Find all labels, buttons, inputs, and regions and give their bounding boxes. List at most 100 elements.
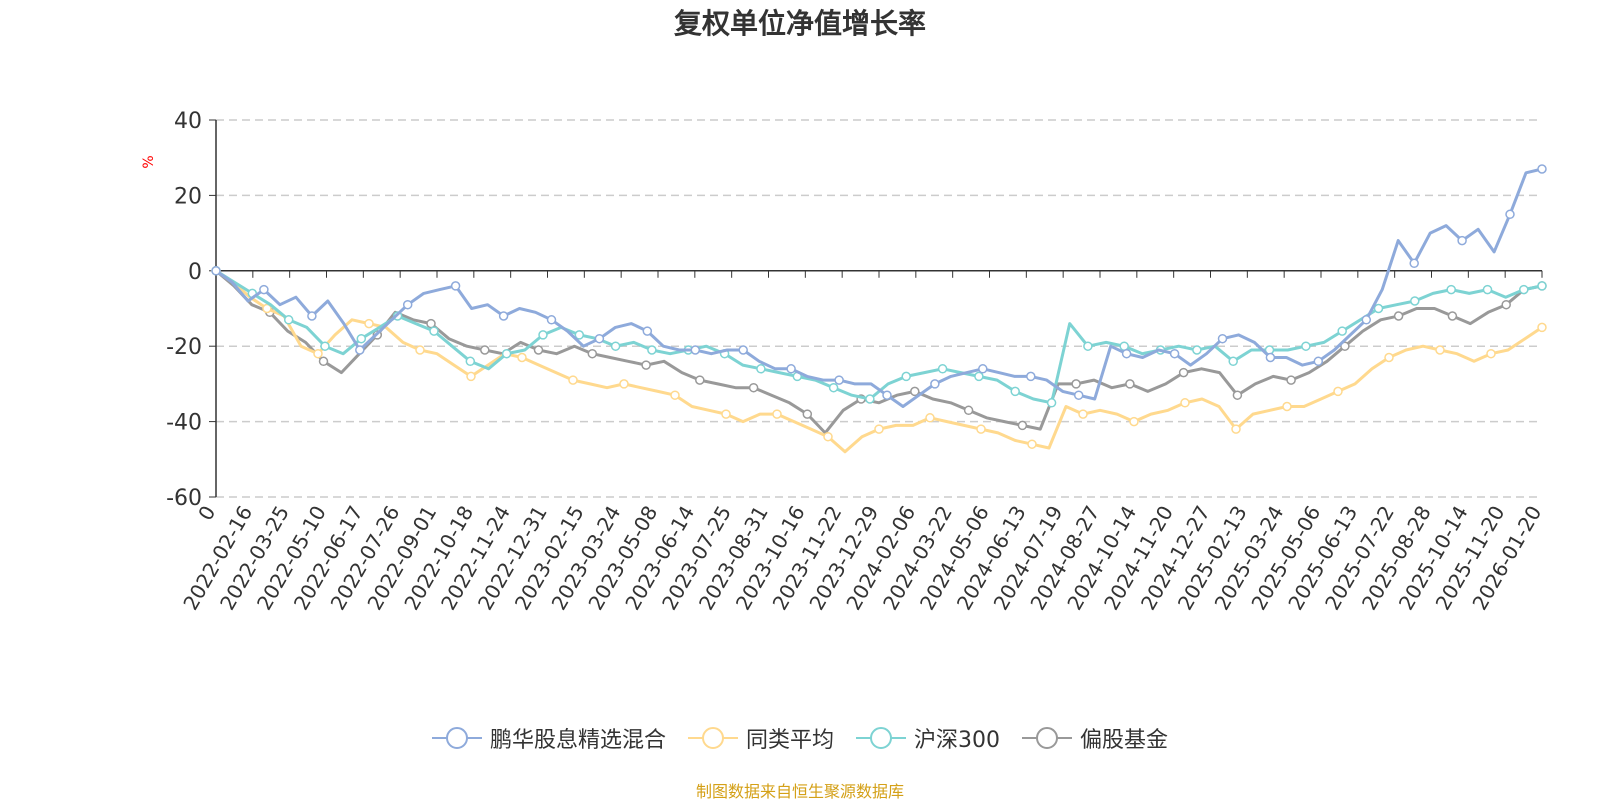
legend-item-series-1[interactable]: 鹏华股息精选混合 (431, 722, 666, 754)
data-point (355, 345, 365, 355)
data-point (772, 409, 782, 419)
data-point (823, 431, 833, 442)
data-point (1410, 296, 1420, 306)
data-point (978, 364, 988, 374)
data-point (925, 413, 935, 423)
data-point (641, 360, 651, 370)
legend-item-series-3[interactable]: 沪深300 (856, 722, 1000, 754)
y-tick-label: 40 (174, 109, 202, 134)
data-point (466, 371, 476, 382)
data-point (313, 348, 323, 359)
data-point (786, 364, 796, 374)
data-point (211, 266, 221, 276)
data-point (1125, 379, 1135, 389)
data-point (619, 379, 629, 389)
data-point (517, 352, 527, 363)
data-point (901, 371, 911, 382)
data-point (1333, 386, 1343, 397)
legend-item-series-4[interactable]: 偏股基金 (1022, 722, 1168, 754)
data-point (568, 375, 578, 385)
data-point (1384, 352, 1394, 363)
legend-label: 沪深300 (914, 728, 1000, 753)
data-point (1373, 303, 1384, 314)
data-point (748, 382, 759, 393)
data-point (1393, 311, 1404, 321)
data-point (402, 299, 413, 310)
legend-label: 偏股基金 (1080, 728, 1169, 753)
data-point (910, 386, 920, 397)
data-point (1486, 348, 1496, 359)
data-point (1232, 390, 1243, 400)
y-tick-label: -60 (166, 486, 202, 511)
data-point (1083, 341, 1093, 351)
data-point (1026, 371, 1036, 382)
data-point (1482, 284, 1493, 295)
series-line-1 (215, 167, 1543, 408)
data-point (1340, 341, 1350, 351)
data-point (1337, 326, 1347, 336)
data-point (647, 345, 657, 355)
data-point (262, 303, 272, 314)
data-point (594, 333, 605, 344)
data-point (937, 364, 948, 374)
y-axis-label: % (141, 155, 157, 168)
data-point (546, 315, 557, 325)
data-point (738, 345, 748, 355)
data-point (1501, 299, 1511, 310)
data-point (1228, 356, 1238, 367)
data-point (480, 345, 490, 355)
data-point (1046, 398, 1057, 408)
data-point (1265, 352, 1276, 363)
legend-item-series-2[interactable]: 同类平均 (687, 722, 834, 754)
data-point (1505, 209, 1515, 220)
data-point (1537, 164, 1547, 174)
data-point (1121, 348, 1132, 359)
data-point (450, 281, 461, 291)
x-axis: 02022-02-162022-03-252022-05-102022-06-1… (178, 270, 1546, 614)
legend-marker-icon (856, 727, 906, 749)
data-point (1286, 375, 1296, 385)
data-point (1447, 311, 1458, 321)
data-point (1446, 284, 1456, 295)
data-point (1071, 379, 1081, 389)
data-point (1537, 281, 1547, 291)
data-point (976, 424, 986, 434)
y-tick-label: -20 (166, 335, 202, 360)
data-point (1361, 315, 1372, 325)
data-point (283, 315, 294, 325)
data-point (1010, 386, 1020, 397)
data-point (1537, 322, 1547, 333)
data-point (874, 424, 884, 434)
y-axis: 40 20 0 -20 -40 -60 (166, 109, 217, 511)
data-point (1169, 348, 1180, 359)
grid-lines (216, 119, 1542, 498)
data-point (1078, 409, 1088, 419)
legend-marker-icon (431, 727, 482, 749)
legend-label: 鹏华股息精选混合 (489, 728, 666, 753)
data-point (642, 326, 653, 336)
data-source-note: 制图数据来自恒生聚源数据库 (695, 782, 904, 801)
data-point (930, 379, 940, 389)
data-point (465, 356, 476, 367)
data-point (1409, 258, 1419, 269)
data-point (587, 348, 598, 359)
x-tick-label: 0 (193, 502, 220, 525)
data-point (695, 375, 705, 385)
y-tick-label: 20 (174, 184, 202, 209)
data-point (828, 382, 839, 393)
y-tick-label: -40 (166, 411, 202, 436)
legend-marker-icon (687, 727, 738, 749)
data-point (1519, 284, 1529, 295)
data-point (802, 409, 813, 419)
data-point (1457, 235, 1467, 246)
data-point (1027, 439, 1037, 449)
data-point (320, 341, 330, 351)
data-point (498, 311, 509, 321)
legend: 鹏华股息精选混合 同类平均 沪深300 偏股基金 (0, 722, 1600, 754)
data-point (963, 405, 974, 416)
data-point (1313, 356, 1324, 367)
data-point (533, 345, 544, 355)
data-point (318, 356, 329, 367)
legend-marker-icon (1022, 727, 1072, 749)
